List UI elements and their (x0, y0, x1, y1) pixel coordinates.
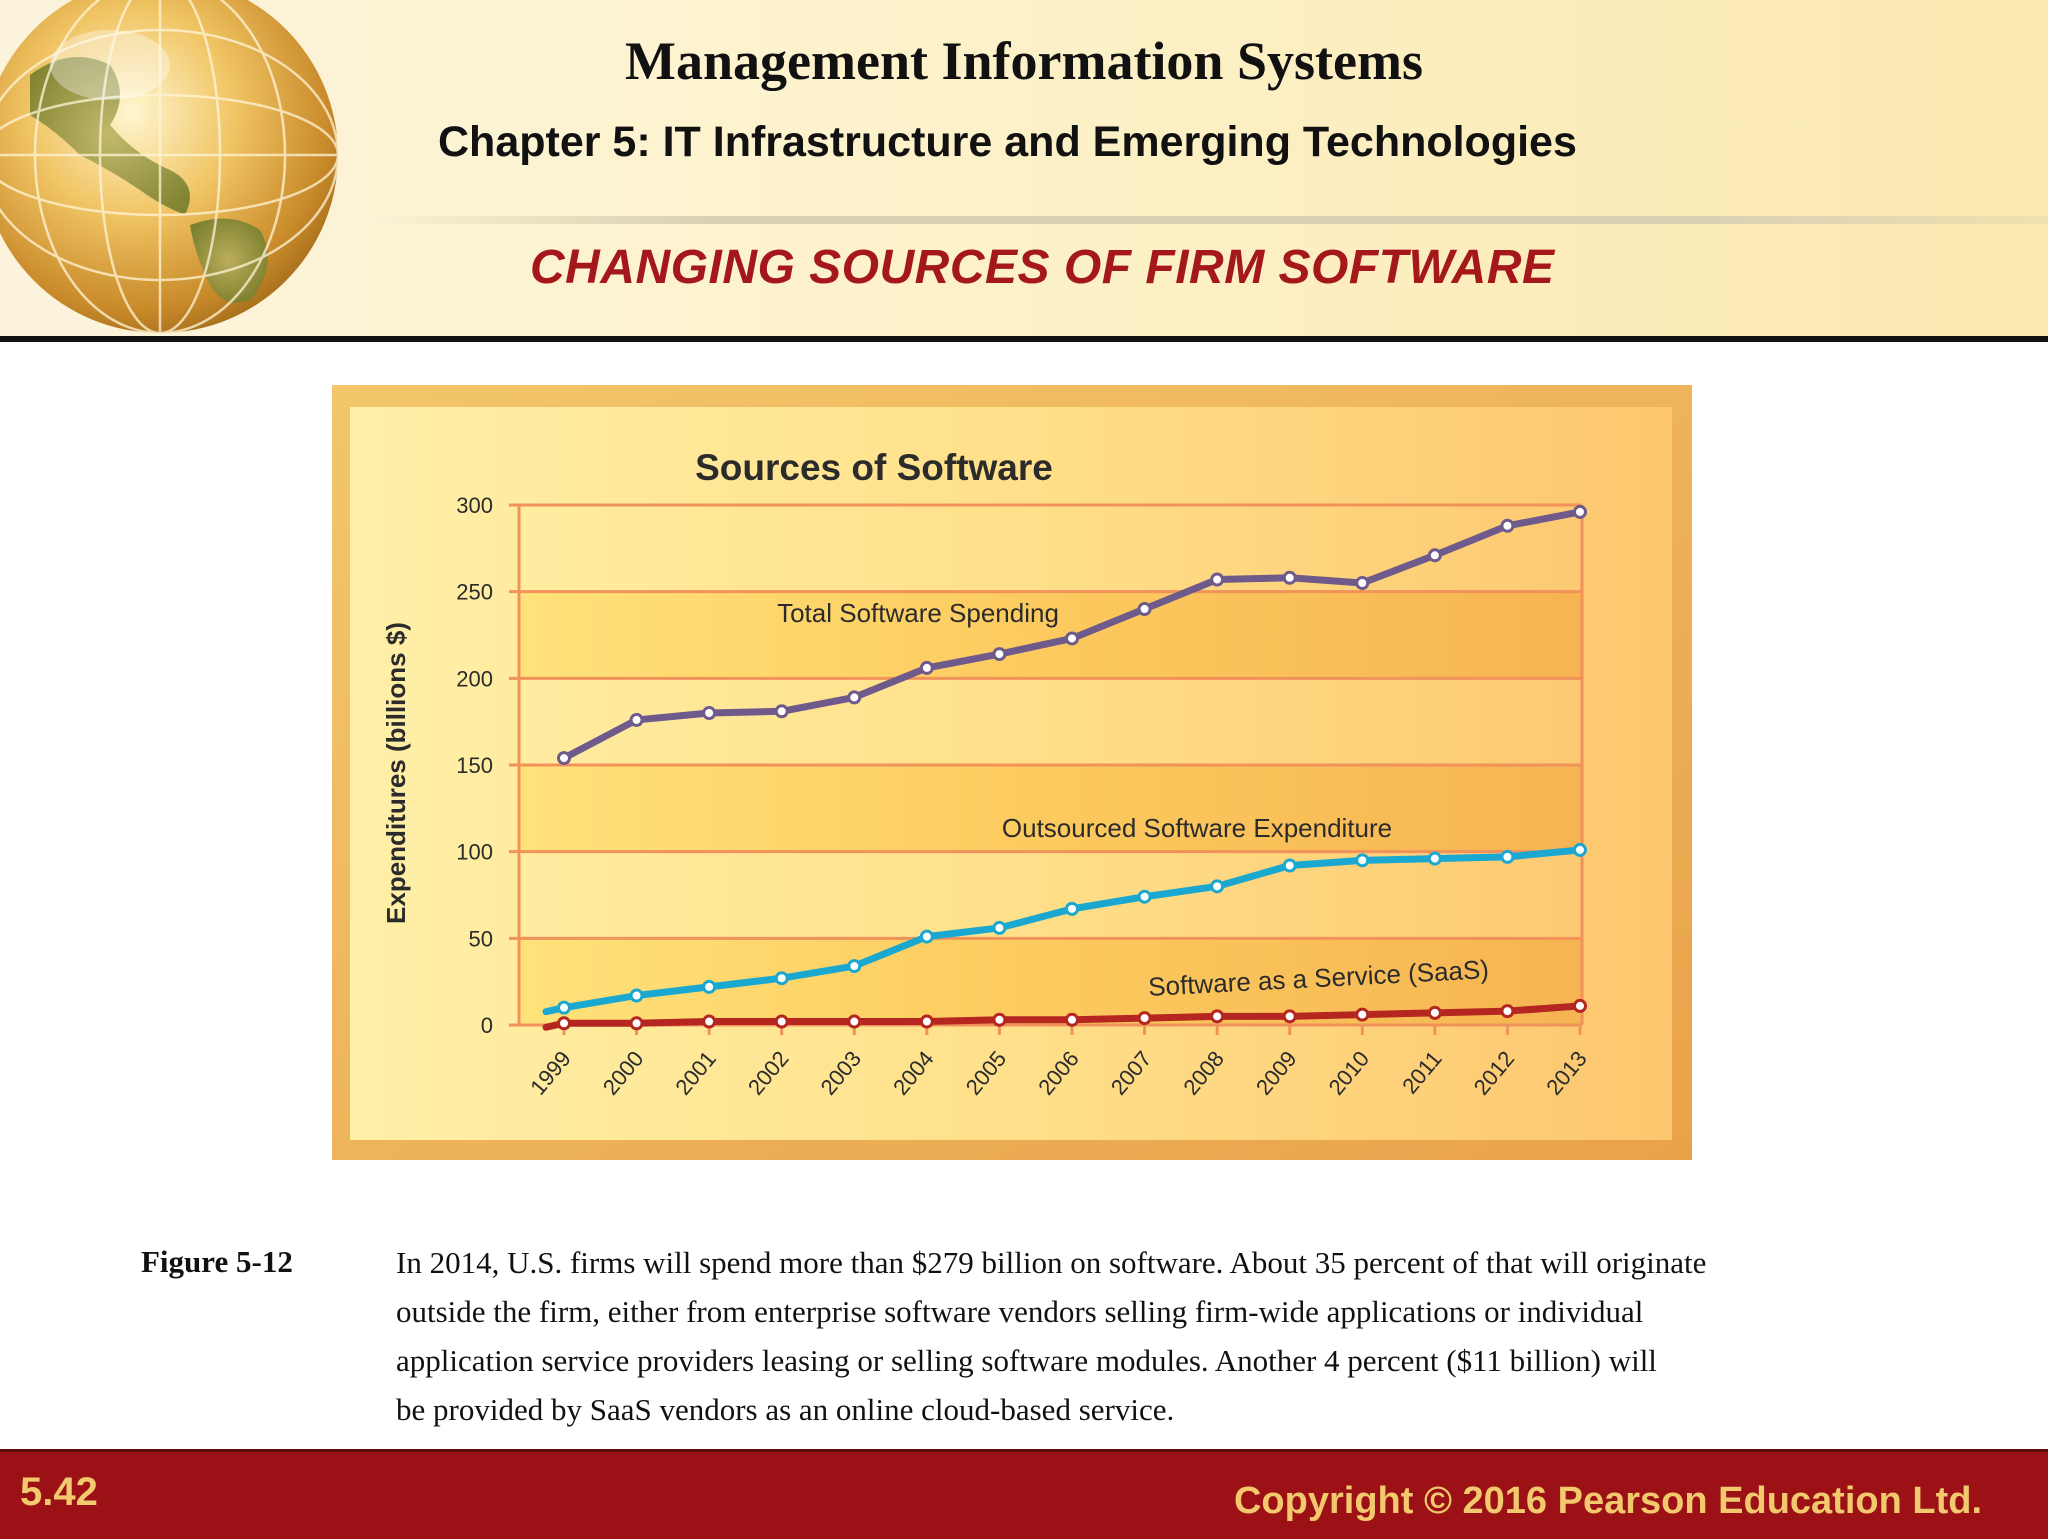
series-line (542, 846, 1584, 1016)
figure-label: Figure 5-12 (141, 1244, 293, 1279)
figure-caption: In 2014, U.S. firms will spend more than… (396, 1238, 1876, 1434)
y-tick-label: 250 (456, 580, 493, 605)
slide-footer: 5.42 Copyright © 2016 Pearson Education … (0, 1449, 2048, 1539)
data-point (1573, 998, 1587, 1013)
data-point (629, 1016, 644, 1031)
course-title: Management Information Systems (625, 31, 1423, 91)
chart-panel: 0 50 100 150 200 250 300 1999 2000 2001 2002 2003 20… (332, 385, 1692, 1160)
data-point (1573, 842, 1587, 857)
data-point (1137, 602, 1152, 616)
series-label: Total Software Spending (777, 598, 1059, 628)
data-point (1137, 1011, 1152, 1026)
data-point (919, 929, 934, 944)
data-point (1210, 1009, 1225, 1024)
data-point (702, 706, 717, 720)
y-tick-label: 200 (456, 666, 493, 691)
y-tick-label: 100 (456, 840, 493, 865)
data-point (847, 690, 862, 705)
data-point (1210, 879, 1225, 894)
data-point (629, 712, 644, 727)
data-point (774, 971, 789, 986)
data-point (1282, 858, 1297, 873)
data-point (1282, 570, 1297, 585)
data-point (1427, 851, 1442, 866)
data-point (1500, 849, 1515, 864)
data-point (992, 920, 1007, 935)
data-point (1500, 518, 1515, 533)
data-point (1573, 504, 1587, 519)
chart-band (519, 765, 1582, 852)
data-point (1137, 889, 1152, 904)
data-point (1065, 631, 1079, 646)
y-tick-label: 50 (469, 926, 493, 951)
data-point (1427, 548, 1442, 563)
header-divider (370, 216, 2048, 224)
data-point (629, 988, 644, 1003)
data-point (1065, 901, 1079, 916)
data-point (1065, 1012, 1079, 1027)
section-title: CHANGING SOURCES OF FIRM SOFTWARE (530, 241, 1555, 294)
chapter-title: Chapter 5: IT Infrastructure and Emergin… (438, 118, 1577, 166)
caption-line: outside the firm, either from enterprise… (396, 1294, 1644, 1329)
y-tick-label: 0 (481, 1013, 493, 1038)
data-point (992, 647, 1007, 662)
globe-icon (0, 0, 340, 335)
data-point (919, 660, 934, 675)
data-point (1427, 1005, 1442, 1020)
data-point (919, 1014, 934, 1029)
series-line (542, 1002, 1584, 1031)
slide-number: 5.42 (20, 1470, 98, 1514)
data-point (1210, 572, 1225, 587)
data-point (774, 704, 789, 719)
data-point (1500, 1004, 1515, 1019)
y-axis-label: Expenditures (billions $) (381, 622, 411, 924)
y-tick-label: 150 (456, 753, 493, 778)
data-point (847, 1014, 862, 1029)
data-point (1355, 853, 1370, 868)
data-point (847, 959, 862, 974)
chart-title: Sources of Software (695, 447, 1053, 488)
slide-header: Management Information Systems Chapter 5… (0, 0, 2048, 342)
data-point (702, 1014, 717, 1029)
series-label: Outsourced Software Expenditure (1002, 813, 1392, 843)
data-point (1282, 1009, 1297, 1024)
data-point (557, 1000, 571, 1015)
data-point (557, 751, 571, 766)
caption-line: In 2014, U.S. firms will spend more than… (396, 1245, 1707, 1280)
chart-band (519, 591, 1582, 679)
data-point (774, 1014, 789, 1029)
y-tick-label: 300 (456, 493, 493, 518)
data-point (702, 979, 717, 994)
data-point (1355, 1007, 1370, 1022)
copyright-text: Copyright © 2016 Pearson Education Ltd. (1233, 1480, 1982, 1522)
caption-line: application service providers leasing or… (396, 1343, 1657, 1378)
caption-line: be provided by SaaS vendors as an online… (396, 1392, 1175, 1427)
data-point (1355, 576, 1370, 590)
data-point (557, 1016, 571, 1031)
data-point (992, 1012, 1007, 1027)
